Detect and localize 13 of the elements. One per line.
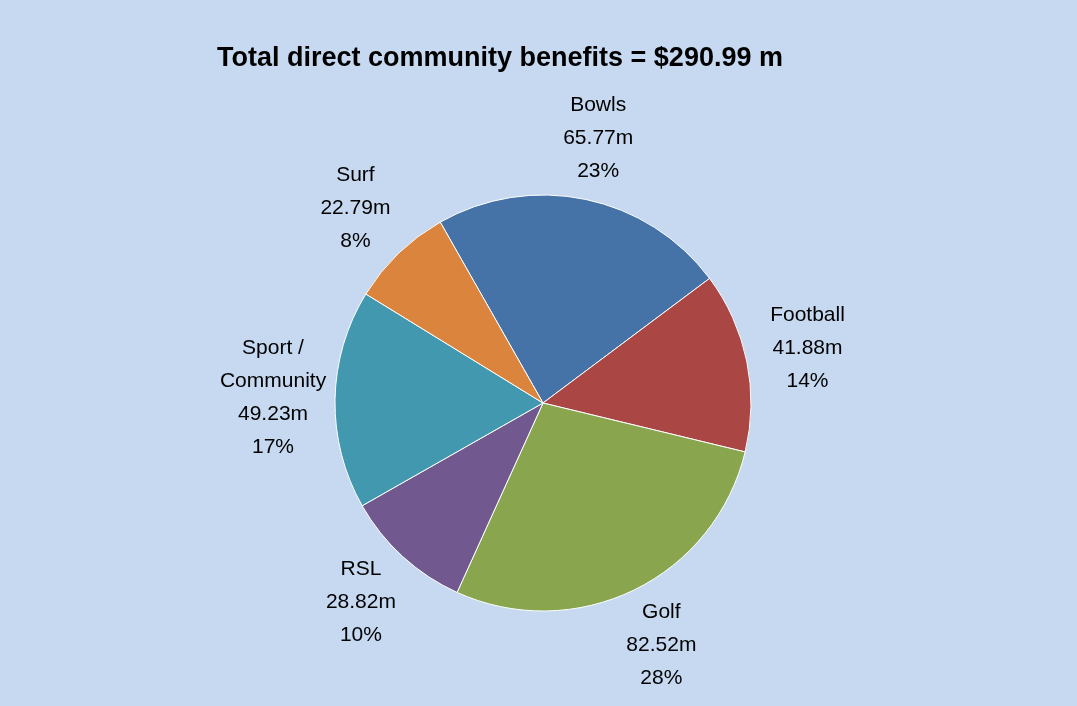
- slice-label: Sport / Community: [219, 335, 327, 392]
- data-label: 41.88m 14%: [772, 335, 843, 392]
- data-label: 22.79m 8%: [320, 195, 391, 252]
- chart-title: Total direct community benefits = $290.99 m: [217, 42, 783, 72]
- data-label: 28.82m 10%: [325, 588, 396, 645]
- data-label: 65.77m 23%: [563, 125, 634, 182]
- data-label: 82.52m 28%: [626, 632, 697, 689]
- slice-label: Golf: [642, 599, 681, 623]
- data-label: 49.23m 17%: [238, 401, 309, 458]
- slice-label: Surf: [336, 162, 375, 186]
- slice-label: Bowls: [570, 92, 627, 116]
- slice-label: Football: [770, 302, 845, 326]
- slice-label: RSL: [340, 555, 382, 579]
